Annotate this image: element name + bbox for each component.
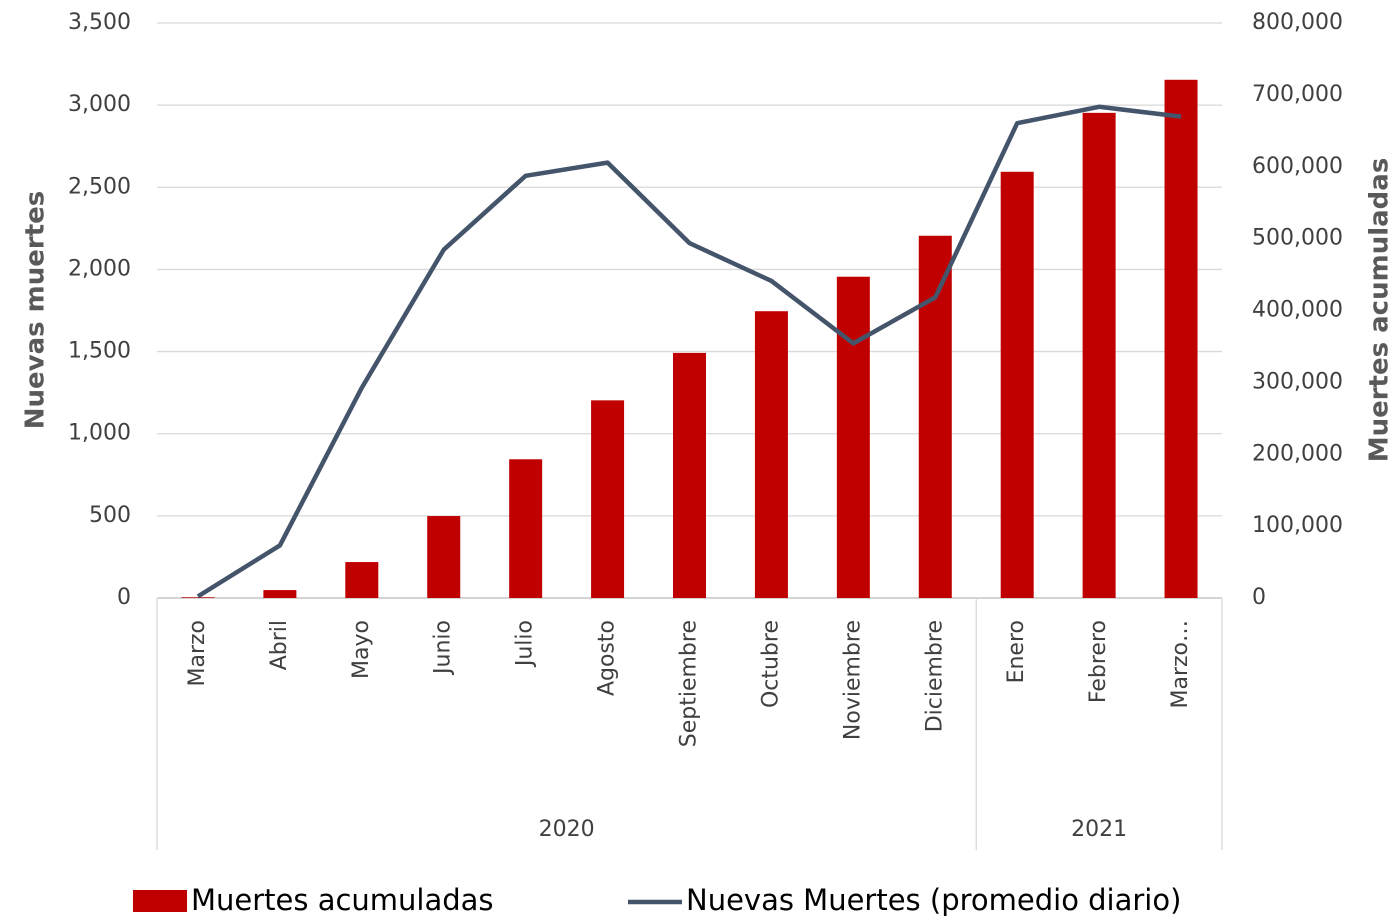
y-tick-label: 2,000 bbox=[68, 256, 131, 281]
group-label: 2020 bbox=[539, 817, 595, 842]
bar bbox=[345, 562, 379, 598]
bar bbox=[591, 400, 625, 598]
line bbox=[196, 104, 1182, 599]
y-tick-label: 1,500 bbox=[68, 339, 131, 364]
x-tick-label: Febrero bbox=[1086, 620, 1111, 703]
x-tick-label: Enero bbox=[1004, 620, 1029, 683]
bar bbox=[918, 235, 952, 598]
y2-tick-label: 0 bbox=[1252, 585, 1266, 610]
y-tick-label: 500 bbox=[89, 503, 131, 528]
x-tick-label: Noviembre bbox=[840, 620, 865, 740]
y-axis-label: Nuevas muertes bbox=[21, 191, 51, 430]
x-tick-label: Agosto bbox=[595, 620, 620, 696]
x-tick-label: Marzo… bbox=[1168, 620, 1193, 709]
bar bbox=[263, 590, 297, 598]
y2-tick-label: 400,000 bbox=[1252, 298, 1343, 323]
bar bbox=[1082, 112, 1116, 598]
y2-tick-label: 600,000 bbox=[1252, 154, 1343, 179]
legend-label: Nuevas Muertes (promedio diario) bbox=[686, 883, 1181, 917]
y2-tick-label: 800,000 bbox=[1252, 10, 1343, 35]
x-tick-label: Marzo bbox=[185, 620, 210, 687]
bar bbox=[427, 516, 461, 598]
x-tick-label: Abril bbox=[267, 620, 292, 670]
group-label: 2021 bbox=[1071, 817, 1127, 842]
bar bbox=[509, 459, 543, 598]
y2-axis-label: Muertes acumuladas bbox=[1365, 158, 1395, 463]
y-tick-label: 3,500 bbox=[68, 10, 131, 35]
bar bbox=[181, 597, 215, 598]
x-tick-label: Junio bbox=[431, 620, 456, 676]
bar bbox=[1000, 171, 1034, 598]
y2-tick-label: 100,000 bbox=[1252, 513, 1343, 538]
x-tick-label: Octubre bbox=[758, 620, 783, 708]
x-tick-label: Septiembre bbox=[677, 620, 702, 747]
y-tick-label: 3,000 bbox=[68, 92, 131, 117]
bar bbox=[754, 311, 788, 598]
y-tick-label: 0 bbox=[117, 585, 131, 610]
y-tick-label: 2,500 bbox=[68, 174, 131, 199]
x-tick-label: Mayo bbox=[349, 620, 374, 679]
bar bbox=[1164, 79, 1198, 598]
y2-tick-label: 300,000 bbox=[1252, 369, 1343, 394]
y-tick-label: 1,000 bbox=[68, 421, 131, 446]
y2-tick-label: 500,000 bbox=[1252, 226, 1343, 251]
y2-tick-label: 200,000 bbox=[1252, 441, 1343, 466]
bar bbox=[836, 276, 870, 598]
y2-tick-label: 700,000 bbox=[1252, 82, 1343, 107]
legend-swatch bbox=[133, 890, 187, 912]
legend-label: Muertes acumuladas bbox=[191, 883, 494, 917]
bar bbox=[673, 352, 706, 598]
x-tick-label: Julio bbox=[513, 620, 538, 668]
x-tick-label: Diciembre bbox=[922, 620, 947, 732]
